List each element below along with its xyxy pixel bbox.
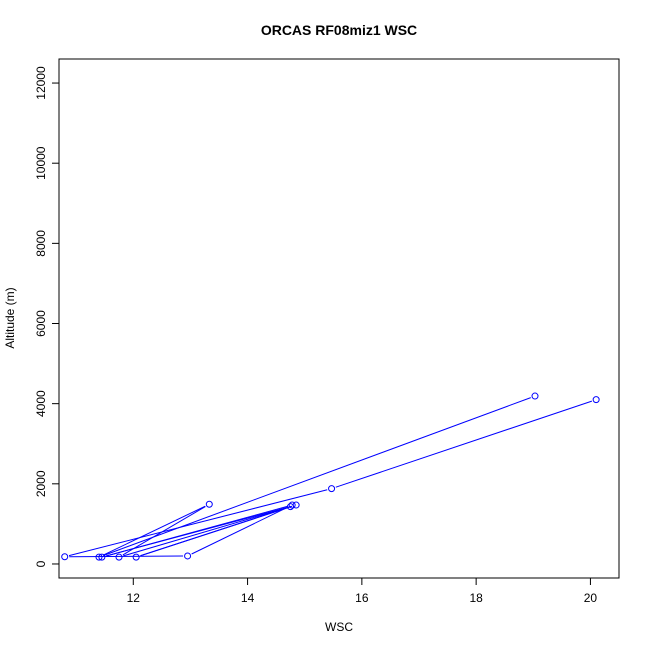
series-segment	[123, 507, 287, 557]
data-point	[132, 553, 140, 561]
series-segment	[122, 506, 206, 556]
series-segment	[140, 507, 287, 557]
data-point	[61, 553, 69, 561]
data-point	[292, 501, 300, 509]
series-segment	[106, 505, 292, 557]
data-point	[531, 392, 539, 400]
data-point	[288, 501, 296, 509]
data-point	[286, 503, 294, 511]
data-point	[95, 553, 103, 561]
data-point	[184, 552, 192, 560]
plot-frame	[58, 58, 620, 579]
data-point	[205, 500, 213, 508]
x-axis-label: WSC	[325, 620, 353, 634]
y-axis: 0 2000 4000 6000 8000 10000 12000	[34, 66, 60, 567]
data-point	[328, 485, 336, 493]
y-tick-label: 2000	[34, 470, 48, 497]
y-tick-label: 0	[34, 560, 48, 567]
y-tick-label: 8000	[34, 230, 48, 257]
x-tick-label: 16	[355, 591, 369, 605]
y-axis-label: Altitude (m)	[3, 287, 17, 348]
series-segment	[102, 505, 206, 556]
series-segment	[191, 506, 289, 555]
chart-title: ORCAS RF08miz1 WSC	[261, 22, 417, 38]
x-tick-label: 20	[584, 591, 598, 605]
x-tick-label: 12	[127, 591, 141, 605]
data-point	[115, 553, 123, 561]
x-tick-label: 18	[469, 591, 483, 605]
y-tick-label: 10000	[34, 146, 48, 180]
y-tick-label: 4000	[34, 390, 48, 417]
x-axis: 12 14 16 18 20	[127, 577, 598, 605]
y-tick-label: 6000	[34, 310, 48, 337]
series-segment	[335, 400, 593, 488]
series-segment	[103, 397, 531, 557]
series-segment	[68, 489, 328, 557]
series-segment	[69, 555, 184, 558]
data-point	[592, 396, 600, 404]
data-point	[98, 553, 106, 561]
y-tick-label: 12000	[34, 66, 48, 100]
series-group	[61, 392, 600, 561]
x-tick-label: 14	[241, 591, 255, 605]
